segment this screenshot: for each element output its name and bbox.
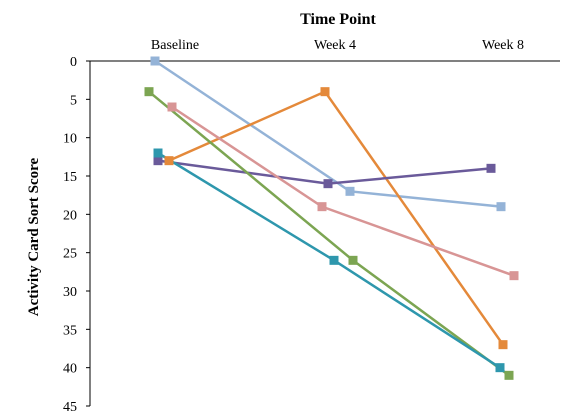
- data-point-marker: [498, 340, 508, 350]
- data-point-marker: [496, 202, 506, 212]
- series-lines: [148, 59, 515, 377]
- data-point-marker: [317, 202, 327, 212]
- series-line: [148, 90, 510, 377]
- data-point-marker: [345, 186, 355, 196]
- data-point-marker: [320, 87, 330, 97]
- data-point-marker: [167, 102, 177, 112]
- x-tick-label: Baseline: [151, 38, 199, 53]
- y-tick-label: 5: [70, 93, 77, 108]
- chart-title: Time Point: [300, 11, 376, 28]
- x-tick-labels: Baseline Week 4 Week 8: [151, 38, 524, 53]
- y-axis-label: Activity Card Sort Score: [26, 157, 42, 316]
- y-tick-label: 20: [63, 208, 77, 223]
- data-point-marker: [164, 156, 174, 166]
- data-point-marker: [323, 179, 333, 189]
- y-tick-label: 35: [63, 323, 77, 338]
- y-tick-label: 40: [63, 362, 77, 377]
- x-tick-label: Week 8: [482, 38, 524, 53]
- y-tick-label: 30: [63, 285, 77, 300]
- series-markers: [144, 56, 519, 380]
- y-tick-label: 25: [63, 247, 77, 262]
- data-point-marker: [150, 56, 160, 66]
- y-tick-label: 10: [63, 132, 77, 147]
- data-point-marker: [486, 163, 496, 173]
- y-tick-label: 15: [63, 170, 77, 185]
- data-point-marker: [348, 255, 358, 265]
- series-line: [168, 90, 505, 346]
- data-point-marker: [504, 370, 514, 380]
- data-point-marker: [329, 255, 339, 265]
- x-tick-label: Week 4: [314, 38, 356, 53]
- data-point-marker: [509, 271, 519, 281]
- data-point-marker: [144, 87, 154, 97]
- axes: [89, 60, 560, 406]
- series-line: [171, 105, 515, 277]
- y-tick-labels: 0 5 10 15 20 25 30 35 40 45: [63, 55, 90, 412]
- y-tick-label: 45: [63, 400, 77, 412]
- y-tick-label: 0: [70, 55, 77, 70]
- data-point-marker: [495, 363, 505, 373]
- data-point-marker: [153, 148, 163, 158]
- data-point-marker: [153, 156, 163, 166]
